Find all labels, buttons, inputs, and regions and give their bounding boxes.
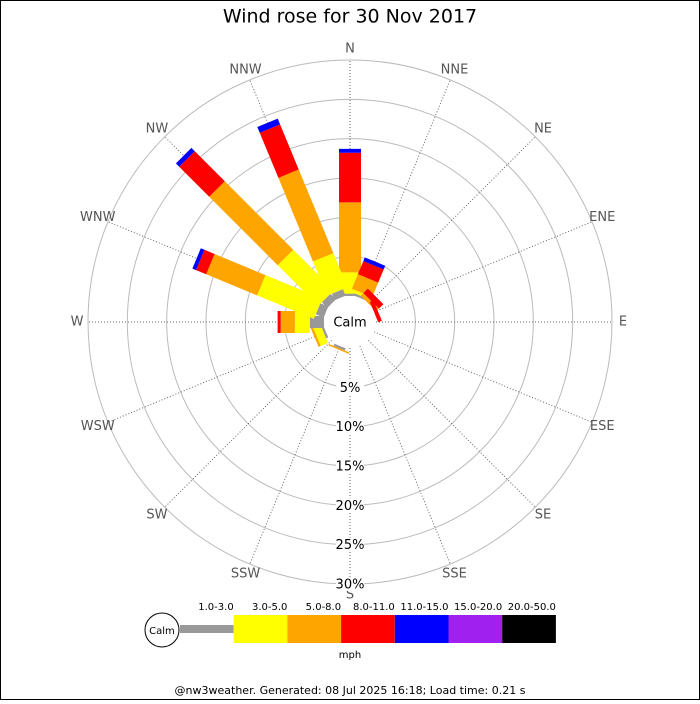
- bar-segment: [371, 326, 377, 338]
- bar-segment: [339, 148, 361, 153]
- footer: @nw3weather. Generated: 08 Jul 2025 16:1…: [175, 684, 526, 697]
- bar-segment: [196, 249, 215, 275]
- direction-label: N: [345, 42, 355, 57]
- direction-label: NNE: [441, 62, 469, 77]
- legend-calm-circle: [144, 612, 180, 648]
- direction-label: WNW: [80, 210, 116, 225]
- legend-calm-label: Calm: [149, 626, 175, 637]
- spoke: [373, 331, 593, 423]
- direction-label: ESE: [590, 419, 615, 434]
- spoke: [249, 345, 341, 565]
- spoke: [359, 345, 451, 565]
- bar-segment: [339, 202, 361, 273]
- ring-label-bg: [336, 537, 364, 552]
- legend-label: 8.0-11.0: [353, 602, 395, 613]
- bar-segment: [363, 257, 386, 270]
- ring-label-bg: [336, 577, 364, 591]
- bar-segment: [206, 254, 266, 296]
- spoke: [107, 331, 327, 423]
- spoke: [164, 340, 332, 508]
- legend-label: 5.0-8.0: [306, 602, 341, 613]
- bar-segment: [259, 124, 299, 178]
- direction-label: E: [619, 315, 627, 330]
- bar-segment: [357, 261, 384, 283]
- bar-segment: [312, 322, 328, 346]
- ring-label: 25%: [336, 538, 365, 553]
- calm-circle: [324, 296, 376, 348]
- legend-label: 3.0-5.0: [252, 602, 287, 613]
- bar-segment: [369, 300, 382, 323]
- bar-segment: [371, 306, 377, 318]
- direction-label: WSW: [81, 419, 115, 434]
- legend-label: 20.0-50.0: [508, 602, 556, 613]
- legend-swatch: [233, 615, 288, 643]
- bar-segment: [309, 316, 324, 328]
- bar-segment: [333, 343, 346, 351]
- bar-segment: [331, 289, 346, 301]
- bar-segment: [257, 118, 281, 133]
- bar-segment: [277, 311, 281, 333]
- bar-segment: [344, 293, 356, 296]
- direction-label: W: [71, 315, 84, 330]
- legend-unit: mph: [339, 650, 361, 661]
- legend-swatch: [287, 615, 342, 643]
- bar-segment: [179, 151, 225, 197]
- bar-segment: [175, 147, 195, 167]
- bar-segment: [339, 152, 361, 203]
- direction-label: NNW: [229, 62, 261, 77]
- ring-label: 30%: [336, 578, 365, 593]
- bar-segment: [310, 325, 321, 347]
- legend-label: 11.0-15.0: [400, 602, 448, 613]
- direction-label: NE: [534, 121, 552, 136]
- direction-label: S: [346, 588, 354, 603]
- bar-segment: [315, 303, 329, 318]
- legend-swatch: [502, 615, 556, 643]
- bar-segment: [313, 253, 348, 296]
- spoke: [368, 340, 536, 508]
- bar-segment: [280, 311, 295, 333]
- ring-label-bg: [336, 498, 364, 513]
- bar-segment: [278, 169, 334, 262]
- bar-segment: [354, 343, 366, 349]
- bar-segment: [328, 344, 350, 354]
- direction-label: SSE: [442, 567, 467, 582]
- chart-title: Wind rose for 30 Nov 2017: [223, 6, 477, 28]
- ring-label: 20%: [336, 499, 365, 514]
- spoke: [373, 221, 593, 313]
- bar-segment: [321, 326, 329, 339]
- bar-segment: [363, 288, 384, 309]
- direction-label: NW: [146, 121, 169, 136]
- legend-label: 15.0-20.0: [454, 602, 502, 613]
- legend-swatch: [180, 625, 234, 633]
- bar-segment: [321, 293, 336, 308]
- calm-label: Calm: [333, 316, 366, 331]
- spoke: [368, 136, 536, 304]
- ring-label-bg: [336, 459, 364, 473]
- ring-label-bg: [336, 380, 364, 395]
- bar-segment: [277, 249, 334, 306]
- legend-swatch: [394, 615, 449, 643]
- direction-label: ENE: [589, 210, 615, 225]
- bar-segment: [351, 274, 379, 298]
- bar-segment: [192, 248, 205, 271]
- direction-label: SE: [535, 508, 551, 523]
- direction-label: SSW: [231, 567, 261, 582]
- ring-label-bg: [336, 419, 364, 434]
- legend-swatch: [448, 615, 503, 643]
- legend-swatch: [341, 615, 395, 643]
- ring-label: 15%: [336, 460, 365, 475]
- ring-label: 5%: [340, 381, 361, 396]
- ring-label: 10%: [336, 420, 365, 435]
- bar-segment: [209, 181, 294, 266]
- bar-segment: [294, 311, 310, 333]
- legend-label: 1.0-3.0: [198, 602, 233, 613]
- direction-label: SW: [146, 508, 167, 523]
- bar-segment: [257, 275, 323, 319]
